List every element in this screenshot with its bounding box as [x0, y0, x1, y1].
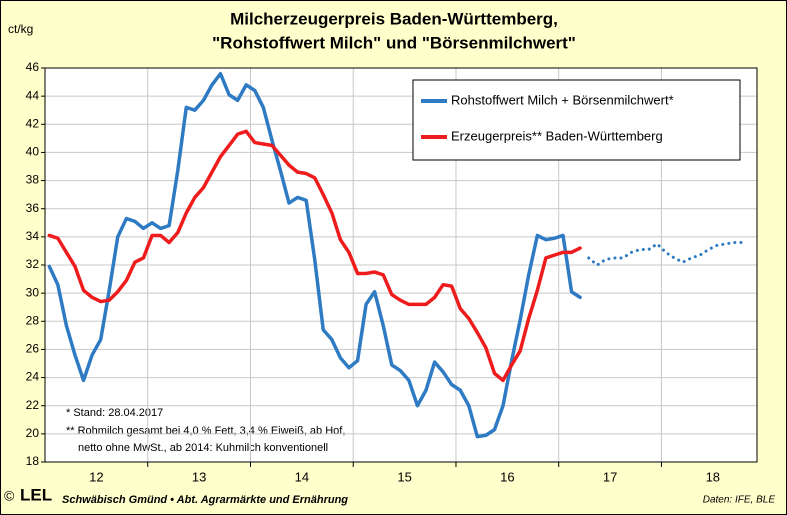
y-tick-label: 40: [26, 145, 40, 159]
y-tick-label: 30: [26, 285, 40, 299]
annotation: ** Rohmilch gesamt bei 4,0 % Fett, 3,4 %…: [66, 425, 345, 437]
y-tick-label: 18: [26, 454, 40, 468]
y-tick-label: 44: [26, 88, 40, 102]
x-tick-label: 16: [500, 469, 514, 484]
x-tick-label: 18: [706, 469, 720, 484]
footer-org: Schwäbisch Gmünd • Abt. Agrarmärkte und …: [62, 494, 348, 506]
y-tick-label: 42: [26, 116, 40, 130]
footer-source: Daten: IFE, BLE: [703, 495, 776, 506]
y-tick-label: 22: [26, 398, 40, 412]
y-tick-label: 24: [26, 370, 40, 384]
x-tick-label: 15: [397, 469, 411, 484]
y-tick-label: 26: [26, 342, 40, 356]
x-tick-label: 14: [295, 469, 309, 484]
chart-title: Milcherzeugerpreis Baden-Württemberg,: [230, 9, 558, 28]
legend: [412, 79, 741, 161]
y-tick-label: 34: [26, 229, 40, 243]
x-tick-label: 12: [89, 469, 103, 484]
legend-label: Erzeugerpreis** Baden-Württemberg: [451, 128, 663, 143]
y-axis-label: ct/kg: [8, 22, 33, 36]
annotation: * Stand: 28.04.2017: [66, 407, 163, 419]
y-tick-label: 20: [26, 426, 40, 440]
y-tick-label: 28: [26, 313, 40, 327]
chart-subtitle: "Rohstoffwert Milch" und "Börsenmilchwer…: [212, 33, 576, 52]
annotation: netto ohne MwSt., ab 2014: Kuhmilch konv…: [78, 442, 328, 454]
copyright: ©: [4, 488, 15, 504]
y-tick-label: 32: [26, 257, 40, 271]
series-line: [47, 129, 582, 383]
plot-border: [44, 67, 758, 463]
x-tick-label: 13: [192, 469, 206, 484]
legend-label: Rohstoffwert Milch + Börsenmilchwert*: [451, 92, 674, 107]
y-tick-label: 36: [26, 201, 40, 215]
y-tick-label: 46: [26, 60, 40, 74]
logo: LEL: [20, 485, 52, 504]
series-line: [587, 240, 745, 267]
x-tick-label: 17: [603, 469, 617, 484]
y-tick-label: 38: [26, 173, 40, 187]
series-line: [47, 71, 582, 439]
